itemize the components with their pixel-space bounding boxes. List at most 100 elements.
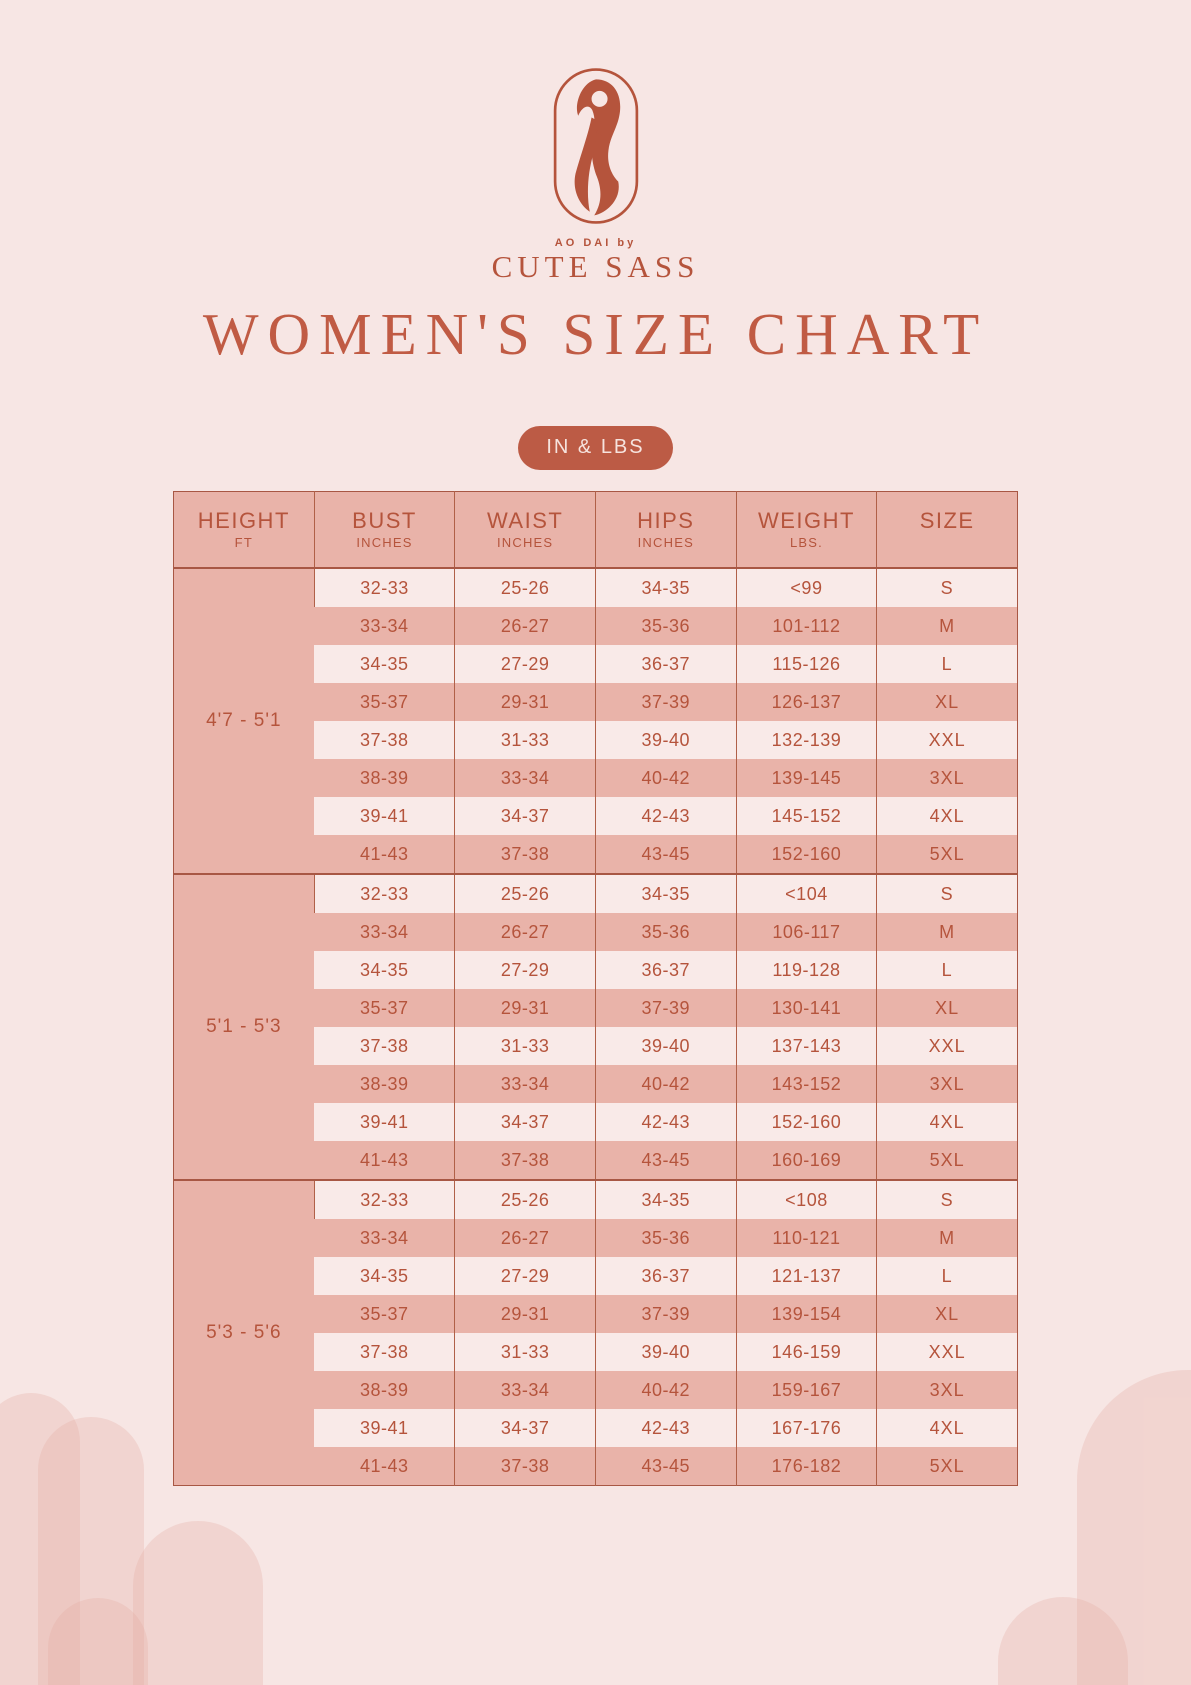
measurement-cell: 101-112 bbox=[735, 607, 877, 645]
measurement-cell: 37-38 bbox=[454, 835, 596, 874]
measurement-cell: 26-27 bbox=[454, 1219, 596, 1257]
brand-name: CUTE SASS bbox=[491, 249, 700, 284]
measurement-cell: 34-35 bbox=[594, 567, 737, 607]
measurement-cell: 33-34 bbox=[314, 913, 455, 951]
measurement-cell: 146-159 bbox=[735, 1333, 877, 1371]
size-value-cell: M bbox=[876, 1219, 1018, 1257]
size-value-cell: S bbox=[876, 1179, 1018, 1219]
measurement-cell: 110-121 bbox=[735, 1219, 877, 1257]
arch-decoration bbox=[133, 1521, 263, 1685]
measurement-cell: 32-33 bbox=[313, 873, 455, 913]
size-value-cell: 4XL bbox=[876, 1409, 1018, 1447]
table-row: 33-34 26-27 35-36 101-112 M bbox=[174, 607, 1018, 645]
measurement-cell: 34-35 bbox=[314, 645, 455, 683]
measurement-cell: 115-126 bbox=[735, 645, 877, 683]
table-row: 39-41 34-37 42-43 145-152 4XL bbox=[174, 797, 1018, 835]
measurement-cell: 27-29 bbox=[454, 645, 596, 683]
measurement-cell: 130-141 bbox=[735, 989, 877, 1027]
size-value-cell: M bbox=[876, 913, 1018, 951]
size-value-cell: XL bbox=[876, 1295, 1018, 1333]
measurement-cell: 35-36 bbox=[594, 913, 737, 951]
measurement-cell: 41-43 bbox=[314, 1141, 455, 1180]
measurement-cell: 37-38 bbox=[454, 1141, 596, 1180]
measurement-cell: <108 bbox=[735, 1179, 877, 1219]
table-row: 38-39 33-34 40-42 159-167 3XL bbox=[174, 1371, 1018, 1409]
measurement-cell: 39-40 bbox=[594, 1027, 737, 1065]
measurement-cell: 145-152 bbox=[735, 797, 877, 835]
measurement-cell: 36-37 bbox=[594, 645, 737, 683]
measurement-cell: 35-37 bbox=[314, 1295, 455, 1333]
measurement-cell: 26-27 bbox=[454, 913, 596, 951]
measurement-cell: 37-39 bbox=[594, 1295, 737, 1333]
size-value-cell: L bbox=[876, 1257, 1018, 1295]
table-row: 5'3 - 5'6 32-33 25-26 34-35 <108 S bbox=[173, 1179, 1018, 1486]
measurement-cell: 36-37 bbox=[594, 951, 737, 989]
measurement-cell: 37-38 bbox=[314, 1027, 455, 1065]
measurement-cell: 34-37 bbox=[454, 797, 596, 835]
size-value-cell: L bbox=[876, 951, 1018, 989]
size-value-cell: S bbox=[876, 567, 1018, 607]
measurement-cell: <99 bbox=[735, 567, 877, 607]
size-value-cell: 3XL bbox=[876, 1065, 1018, 1103]
size-value-cell: S bbox=[876, 873, 1018, 913]
measurement-cell: 27-29 bbox=[454, 1257, 596, 1295]
measurement-cell: 31-33 bbox=[454, 1027, 596, 1065]
measurement-cell: 32-33 bbox=[313, 1179, 455, 1219]
measurement-cell: 33-34 bbox=[314, 607, 455, 645]
measurement-cell: 43-45 bbox=[594, 1447, 737, 1486]
measurement-cell: 35-36 bbox=[594, 1219, 737, 1257]
table-row: 5'1 - 5'3 32-33 25-26 34-35 <104 S bbox=[173, 873, 1018, 1180]
measurement-cell: 31-33 bbox=[454, 1333, 596, 1371]
measurement-cell: 33-34 bbox=[454, 759, 596, 797]
measurement-cell: 39-41 bbox=[314, 1409, 455, 1447]
measurement-cell: 34-35 bbox=[594, 1179, 737, 1219]
measurement-cell: 37-39 bbox=[594, 683, 737, 721]
measurement-cell: 176-182 bbox=[735, 1447, 877, 1486]
table-row: 39-41 34-37 42-43 152-160 4XL bbox=[174, 1103, 1018, 1141]
table-row: 37-38 31-33 39-40 137-143 XXL bbox=[174, 1027, 1018, 1065]
measurement-cell: 34-35 bbox=[314, 951, 455, 989]
measurement-cell: 32-33 bbox=[313, 567, 455, 607]
measurement-cell: 40-42 bbox=[594, 759, 737, 797]
measurement-cell: 160-169 bbox=[735, 1141, 877, 1180]
table-row: 34-35 27-29 36-37 115-126 L bbox=[174, 645, 1018, 683]
measurement-cell: 26-27 bbox=[454, 607, 596, 645]
column-header-hips: HIPS INCHES bbox=[594, 491, 737, 568]
size-value-cell: 4XL bbox=[876, 1103, 1018, 1141]
measurement-cell: 167-176 bbox=[735, 1409, 877, 1447]
table-row: 38-39 33-34 40-42 143-152 3XL bbox=[174, 1065, 1018, 1103]
measurement-cell: 43-45 bbox=[594, 1141, 737, 1180]
brand-logo: AO DAI by CUTE SASS bbox=[0, 0, 1191, 282]
column-header-weight: WEIGHT LBS. bbox=[735, 491, 877, 568]
column-header-height: HEIGHT FT bbox=[173, 491, 315, 568]
table-row: 33-34 26-27 35-36 110-121 M bbox=[174, 1219, 1018, 1257]
table-row: 41-43 37-38 43-45 152-160 5XL bbox=[174, 835, 1018, 874]
measurement-cell: 119-128 bbox=[735, 951, 877, 989]
measurement-cell: 35-37 bbox=[314, 683, 455, 721]
measurement-cell: 33-34 bbox=[454, 1371, 596, 1409]
measurement-cell: 40-42 bbox=[594, 1065, 737, 1103]
measurement-cell: 25-26 bbox=[454, 1179, 596, 1219]
measurement-cell: 29-31 bbox=[454, 989, 596, 1027]
size-value-cell: 5XL bbox=[876, 1141, 1018, 1180]
size-value-cell: 3XL bbox=[876, 759, 1018, 797]
measurement-cell: 25-26 bbox=[454, 567, 596, 607]
measurement-cell: 37-38 bbox=[314, 1333, 455, 1371]
table-row: 38-39 33-34 40-42 139-145 3XL bbox=[174, 759, 1018, 797]
measurement-cell: 132-139 bbox=[735, 721, 877, 759]
arch-decoration bbox=[48, 1598, 148, 1685]
table-row: 35-37 29-31 37-39 139-154 XL bbox=[174, 1295, 1018, 1333]
measurement-cell: 38-39 bbox=[314, 1065, 455, 1103]
measurement-cell: 39-41 bbox=[314, 1103, 455, 1141]
size-value-cell: 5XL bbox=[876, 1447, 1018, 1486]
measurement-cell: 139-145 bbox=[735, 759, 877, 797]
table-row: 33-34 26-27 35-36 106-117 M bbox=[174, 913, 1018, 951]
measurement-cell: 121-137 bbox=[735, 1257, 877, 1295]
measurement-cell: 106-117 bbox=[735, 913, 877, 951]
table-row: 34-35 27-29 36-37 121-137 L bbox=[174, 1257, 1018, 1295]
measurement-cell: 159-167 bbox=[735, 1371, 877, 1409]
measurement-cell: <104 bbox=[735, 873, 877, 913]
measurement-cell: 33-34 bbox=[314, 1219, 455, 1257]
table-row: 35-37 29-31 37-39 130-141 XL bbox=[174, 989, 1018, 1027]
